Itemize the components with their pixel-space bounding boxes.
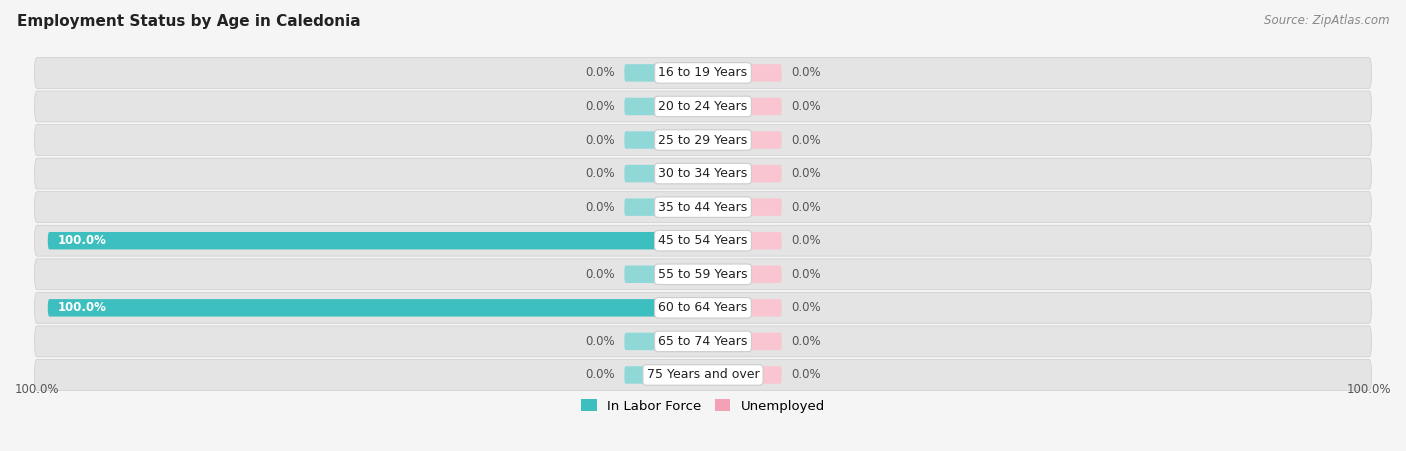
Text: 75 Years and over: 75 Years and over [647,368,759,382]
Text: 0.0%: 0.0% [792,201,821,214]
FancyBboxPatch shape [703,198,782,216]
FancyBboxPatch shape [48,232,703,249]
Text: 0.0%: 0.0% [792,133,821,147]
Text: 45 to 54 Years: 45 to 54 Years [658,234,748,247]
Text: 35 to 44 Years: 35 to 44 Years [658,201,748,214]
FancyBboxPatch shape [703,131,782,149]
FancyBboxPatch shape [703,165,782,182]
Text: 65 to 74 Years: 65 to 74 Years [658,335,748,348]
Text: 30 to 34 Years: 30 to 34 Years [658,167,748,180]
FancyBboxPatch shape [624,198,703,216]
FancyBboxPatch shape [35,292,1371,323]
FancyBboxPatch shape [624,165,703,182]
Legend: In Labor Force, Unemployed: In Labor Force, Unemployed [575,394,831,418]
Text: 16 to 19 Years: 16 to 19 Years [658,66,748,79]
Text: 100.0%: 100.0% [15,383,59,396]
Text: 0.0%: 0.0% [792,100,821,113]
FancyBboxPatch shape [35,91,1371,122]
Text: 0.0%: 0.0% [792,66,821,79]
Text: 0.0%: 0.0% [585,66,614,79]
FancyBboxPatch shape [35,359,1371,391]
Text: 0.0%: 0.0% [792,234,821,247]
Text: 0.0%: 0.0% [585,335,614,348]
FancyBboxPatch shape [35,326,1371,357]
Text: 20 to 24 Years: 20 to 24 Years [658,100,748,113]
FancyBboxPatch shape [624,98,703,115]
FancyBboxPatch shape [703,333,782,350]
Text: 100.0%: 100.0% [58,301,107,314]
Text: 100.0%: 100.0% [58,234,107,247]
Text: 55 to 59 Years: 55 to 59 Years [658,268,748,281]
Text: 0.0%: 0.0% [585,268,614,281]
FancyBboxPatch shape [703,232,782,249]
FancyBboxPatch shape [35,158,1371,189]
Text: 25 to 29 Years: 25 to 29 Years [658,133,748,147]
FancyBboxPatch shape [624,64,703,82]
Text: 100.0%: 100.0% [1347,383,1391,396]
FancyBboxPatch shape [703,366,782,384]
FancyBboxPatch shape [624,131,703,149]
FancyBboxPatch shape [35,225,1371,256]
FancyBboxPatch shape [703,266,782,283]
Text: 0.0%: 0.0% [792,335,821,348]
Text: 0.0%: 0.0% [585,368,614,382]
Text: 0.0%: 0.0% [792,368,821,382]
Text: 0.0%: 0.0% [585,133,614,147]
FancyBboxPatch shape [35,192,1371,223]
Text: 0.0%: 0.0% [792,268,821,281]
FancyBboxPatch shape [35,259,1371,290]
Text: Employment Status by Age in Caledonia: Employment Status by Age in Caledonia [17,14,360,28]
Text: Source: ZipAtlas.com: Source: ZipAtlas.com [1264,14,1389,27]
FancyBboxPatch shape [703,64,782,82]
Text: 0.0%: 0.0% [792,301,821,314]
FancyBboxPatch shape [624,333,703,350]
FancyBboxPatch shape [703,299,782,317]
FancyBboxPatch shape [35,124,1371,156]
Text: 0.0%: 0.0% [792,167,821,180]
FancyBboxPatch shape [48,299,703,317]
Text: 60 to 64 Years: 60 to 64 Years [658,301,748,314]
FancyBboxPatch shape [624,366,703,384]
Text: 0.0%: 0.0% [585,201,614,214]
FancyBboxPatch shape [35,57,1371,88]
FancyBboxPatch shape [624,266,703,283]
Text: 0.0%: 0.0% [585,167,614,180]
Text: 0.0%: 0.0% [585,100,614,113]
FancyBboxPatch shape [703,98,782,115]
